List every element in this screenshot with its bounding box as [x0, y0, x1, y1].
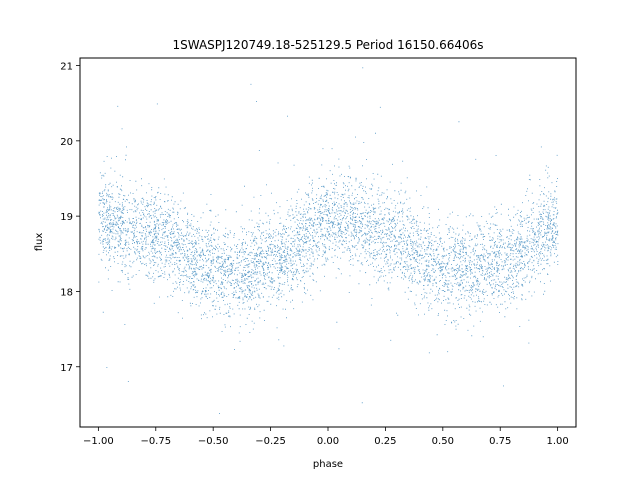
- x-tick-label: 1.00: [546, 436, 568, 447]
- x-axis: −1.00 −0.75 −0.50 −0.25 0.00 0.25 0.50 0.75 1.00: [83, 427, 569, 447]
- y-tick-label: 20: [60, 137, 73, 148]
- chart-title: 1SWASPJ120749.18-525129.5 Period 16150.6…: [172, 38, 483, 52]
- x-tick-label: −0.50: [198, 436, 229, 447]
- y-tick-label: 19: [60, 212, 73, 223]
- x-tick-label: 0.00: [317, 436, 339, 447]
- x-tick-label: −0.75: [140, 436, 171, 447]
- y-axis: 17 18 19 20 21: [60, 62, 80, 374]
- y-tick-label: 17: [60, 363, 73, 374]
- x-tick-label: −0.25: [255, 436, 286, 447]
- x-tick-label: −1.00: [83, 436, 114, 447]
- x-tick-label: 0.50: [432, 436, 454, 447]
- y-tick-label: 18: [60, 287, 73, 298]
- x-axis-label: phase: [313, 459, 343, 470]
- y-tick-label: 21: [60, 62, 73, 73]
- x-tick-label: 0.75: [489, 436, 511, 447]
- x-tick-label: 0.25: [374, 436, 396, 447]
- y-axis-label: flux: [34, 233, 45, 252]
